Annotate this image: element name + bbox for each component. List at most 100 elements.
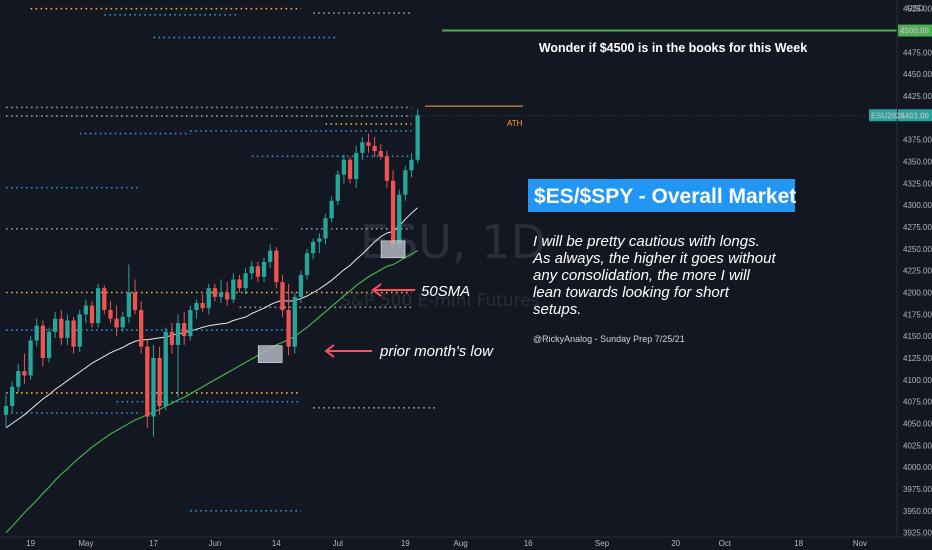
candle-20 bbox=[126, 264, 132, 324]
price-tick-label: 4175.00 bbox=[903, 310, 932, 319]
candle-body bbox=[335, 174, 340, 201]
time-tick-label: 19 bbox=[26, 539, 35, 548]
headline-note: Wonder if $4500 is in the books for this… bbox=[539, 41, 807, 55]
candle-30 bbox=[188, 305, 193, 341]
title-box bbox=[528, 179, 795, 212]
candle-body bbox=[59, 318, 64, 338]
candle-body bbox=[397, 194, 402, 245]
sma50-line bbox=[5, 250, 418, 534]
candle-32 bbox=[200, 294, 205, 312]
candle-61 bbox=[378, 144, 383, 160]
price-tick-label: 4375.00 bbox=[903, 136, 932, 145]
note-line-1: I will be pretty cautious with longs. bbox=[533, 233, 760, 250]
candle-21 bbox=[132, 279, 138, 315]
candle-body bbox=[298, 275, 304, 297]
candle-52 bbox=[323, 213, 328, 245]
candle-41 bbox=[255, 261, 261, 283]
symbol-tag-text: ESU2021 bbox=[871, 111, 906, 120]
candle-36 bbox=[225, 282, 230, 306]
time-axis[interactable]: 19 May 17 Jun 14 Jul 19 Aug 16 Sep 20 Oct 18 Nov bbox=[26, 539, 867, 548]
candle-2 bbox=[16, 364, 21, 393]
arrow-to-50sma bbox=[371, 283, 415, 297]
candle-0 bbox=[3, 395, 9, 428]
candle-body bbox=[225, 292, 230, 300]
annotation-layer bbox=[257, 240, 406, 363]
candle-body bbox=[194, 302, 199, 310]
time-tick-label: 18 bbox=[794, 539, 803, 548]
candle-body bbox=[286, 309, 291, 347]
candle-35 bbox=[218, 279, 224, 303]
price-tick-label: 4100.00 bbox=[903, 376, 932, 385]
candle-body bbox=[126, 292, 132, 317]
candle-body bbox=[102, 288, 107, 310]
candle-body bbox=[304, 253, 310, 276]
candles bbox=[3, 109, 420, 437]
candle-body bbox=[237, 279, 242, 289]
moving-averages bbox=[5, 207, 418, 534]
candle-49 bbox=[304, 248, 310, 280]
candle-45 bbox=[280, 275, 285, 317]
candle-11 bbox=[71, 316, 76, 354]
candle-57 bbox=[354, 145, 359, 188]
price-tag-last: 4403.00 bbox=[898, 109, 932, 122]
candle-body bbox=[347, 159, 353, 179]
price-axis[interactable]: 3925.00 3950.00 3975.00 4000.00 4025.00 4050.… bbox=[869, 5, 932, 538]
signature: @RickyAnalog - Sunday Prep 7/25/21 bbox=[533, 334, 685, 344]
price-tag-4500-bg bbox=[898, 24, 932, 37]
candle-body bbox=[200, 302, 205, 309]
price-tick-label: 4450.00 bbox=[903, 70, 932, 79]
time-tick-label: Sep bbox=[595, 539, 610, 548]
candle-body bbox=[249, 266, 254, 274]
candle-body bbox=[145, 346, 150, 417]
price-tick-label: 4125.00 bbox=[903, 354, 932, 363]
candle-body bbox=[28, 340, 33, 376]
candle-body bbox=[89, 305, 95, 324]
candle-body bbox=[390, 180, 396, 245]
candle-66 bbox=[409, 152, 414, 178]
candle-body bbox=[409, 159, 414, 171]
price-tag-4500-text: 4500.00 bbox=[900, 27, 929, 36]
candle-body bbox=[274, 250, 279, 283]
candle-54 bbox=[335, 170, 340, 206]
price-tick-label: 4525.00 bbox=[903, 5, 932, 14]
candle-53 bbox=[329, 196, 334, 223]
candle-44 bbox=[274, 247, 279, 289]
time-tick-label: 17 bbox=[149, 539, 158, 548]
candle-27 bbox=[169, 323, 175, 354]
candle-body bbox=[243, 273, 248, 289]
time-tick-label: 14 bbox=[272, 539, 281, 548]
title-box-text: $ES/$SPY - Overall Market bbox=[534, 185, 796, 208]
candle-23 bbox=[145, 340, 150, 428]
candle-body bbox=[268, 250, 273, 262]
price-tick-label: 4300.00 bbox=[903, 201, 932, 210]
candle-9 bbox=[59, 309, 64, 345]
candle-43 bbox=[268, 244, 273, 269]
price-axis-background bbox=[897, 0, 932, 537]
candle-body bbox=[157, 358, 162, 407]
candle-body bbox=[292, 296, 297, 347]
candle-body bbox=[323, 218, 328, 239]
time-tick-label: Oct bbox=[719, 539, 732, 548]
candle-body bbox=[366, 142, 371, 146]
price-tick-label: 3925.00 bbox=[903, 529, 932, 538]
candle-body bbox=[108, 309, 113, 319]
candle-29 bbox=[182, 311, 187, 345]
time-tick-label: Nov bbox=[853, 539, 867, 548]
time-axis-background bbox=[0, 537, 932, 550]
candle-body bbox=[9, 386, 15, 407]
candle-body bbox=[120, 316, 125, 328]
candle-body bbox=[415, 115, 420, 160]
candle-62 bbox=[384, 151, 390, 188]
arrow-to-prior-low bbox=[324, 344, 372, 358]
candle-38 bbox=[237, 275, 242, 293]
price-tag-last-text: 4403.00 bbox=[900, 111, 929, 120]
candle-10 bbox=[65, 314, 70, 345]
price-tick-label: 4275.00 bbox=[903, 223, 932, 232]
candle-body bbox=[384, 156, 390, 181]
candle-6 bbox=[40, 320, 46, 367]
price-tick-label: 4025.00 bbox=[903, 441, 932, 450]
time-tick-label: Jun bbox=[208, 539, 221, 548]
candle-26 bbox=[163, 327, 168, 411]
